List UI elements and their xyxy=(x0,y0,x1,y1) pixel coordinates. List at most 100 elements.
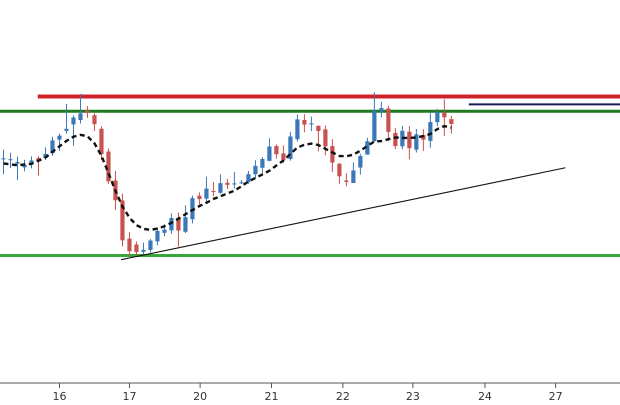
candle-body xyxy=(183,217,188,232)
candle-body xyxy=(323,129,328,147)
moving-average-group xyxy=(3,124,452,232)
x-tick-label: 24 xyxy=(478,390,492,403)
candle xyxy=(71,115,76,146)
candle xyxy=(386,105,391,142)
candle-body xyxy=(393,132,398,147)
x-tick-label: 23 xyxy=(406,390,420,403)
candle xyxy=(106,148,111,184)
x-axis: 16 17 20 21 22 23 24 27 xyxy=(0,382,620,403)
candle xyxy=(92,112,97,132)
candle-body xyxy=(155,230,160,242)
candle-body xyxy=(316,125,321,132)
candle xyxy=(15,156,20,180)
candle-body xyxy=(92,115,97,125)
candle-body xyxy=(253,165,258,175)
candle xyxy=(29,156,34,169)
candle xyxy=(253,160,258,179)
candle xyxy=(428,112,433,148)
candle xyxy=(204,176,209,203)
candle xyxy=(246,170,251,184)
candle-body xyxy=(386,108,391,132)
candle xyxy=(127,232,132,256)
candle xyxy=(302,114,307,133)
candle-body xyxy=(428,122,433,141)
candle-body xyxy=(29,160,34,163)
candle xyxy=(232,171,237,189)
candle-body xyxy=(372,110,377,142)
candle-body xyxy=(379,108,384,112)
x-tick-label: 20 xyxy=(193,390,207,403)
candle-body xyxy=(358,156,363,168)
candle-body xyxy=(197,195,202,200)
candle-body xyxy=(71,117,76,125)
candle-body xyxy=(120,200,125,241)
candle-body xyxy=(1,158,6,160)
candle xyxy=(407,126,412,160)
candle xyxy=(99,126,104,161)
x-tick-label: 17 xyxy=(122,390,136,403)
candle-body xyxy=(169,218,174,231)
candle-body xyxy=(85,110,90,113)
candle-body xyxy=(106,151,111,182)
candle xyxy=(372,92,377,142)
candle xyxy=(1,149,6,175)
candle-body xyxy=(309,123,314,125)
candle-body xyxy=(365,141,370,155)
candle-body xyxy=(78,113,83,121)
candle-body xyxy=(141,249,146,252)
candle xyxy=(141,242,146,255)
candle-body xyxy=(211,190,216,192)
candle xyxy=(295,114,300,142)
horizontal-levels xyxy=(0,94,620,258)
candle-body xyxy=(302,120,307,125)
x-tick-label: 27 xyxy=(549,390,563,403)
candle xyxy=(288,132,293,161)
x-tick-label: 16 xyxy=(52,390,66,403)
trendline xyxy=(120,167,566,261)
candle xyxy=(78,93,83,124)
candle-body xyxy=(22,164,27,168)
candle xyxy=(330,139,335,172)
x-tick-label: 22 xyxy=(336,390,350,403)
candle-body xyxy=(232,183,237,185)
candle xyxy=(260,157,265,174)
candle xyxy=(218,174,223,194)
candle-body xyxy=(246,174,251,183)
candle xyxy=(309,116,314,132)
candle-body xyxy=(204,188,209,199)
candle xyxy=(183,205,188,234)
candle xyxy=(57,133,62,151)
candle xyxy=(134,241,139,255)
candle xyxy=(442,99,447,136)
candle-body xyxy=(50,140,55,154)
candle xyxy=(323,125,328,156)
candle xyxy=(365,137,370,155)
trendline-group xyxy=(120,167,566,261)
x-tick-label: 21 xyxy=(265,390,279,403)
candle-body xyxy=(344,180,349,182)
candle-body xyxy=(218,183,223,193)
candle-body xyxy=(414,134,419,150)
candle-body xyxy=(260,158,265,168)
candle xyxy=(64,103,69,134)
candle-body xyxy=(267,146,272,161)
candle-body xyxy=(176,217,181,231)
candle xyxy=(85,106,90,118)
candle-body xyxy=(442,112,447,118)
candle xyxy=(337,162,342,184)
candle-body xyxy=(351,170,356,183)
candle-body xyxy=(330,146,335,163)
candle xyxy=(421,129,426,152)
candle-body xyxy=(239,182,244,184)
candle-body xyxy=(435,112,440,123)
candle xyxy=(358,153,363,175)
candle-body xyxy=(148,240,153,250)
candle-body xyxy=(295,119,300,140)
candle xyxy=(316,125,321,152)
candle xyxy=(435,108,440,127)
candle-body xyxy=(288,136,293,159)
candle xyxy=(197,192,202,205)
candle xyxy=(225,178,230,190)
candle-body xyxy=(57,135,62,140)
